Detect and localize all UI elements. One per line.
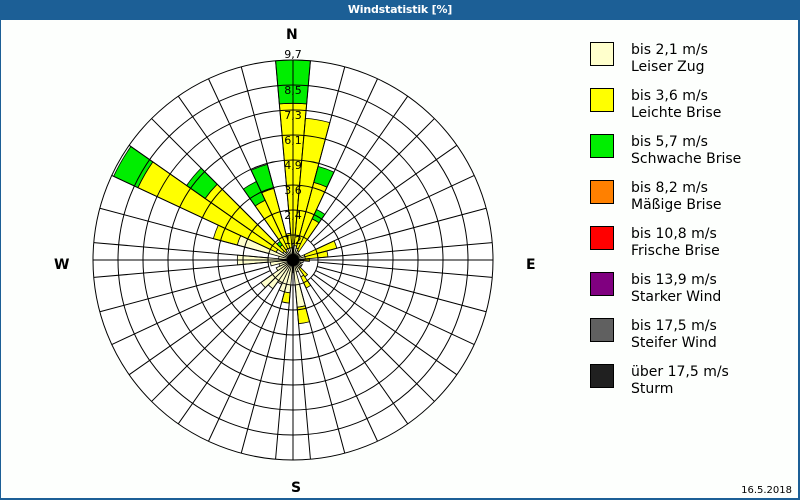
compass-south-label: S: [291, 480, 302, 496]
legend-swatch: [590, 272, 614, 296]
radial-tick-label: 8,5: [284, 84, 302, 97]
radial-tick-label: 4,9: [284, 159, 302, 172]
radial-tick-label: 7,3: [284, 109, 302, 122]
legend-range: bis 3,6 m/s: [631, 88, 708, 104]
legend-range: bis 17,5 m/s: [631, 318, 717, 334]
legend-label: Steifer Wind: [631, 335, 717, 351]
legend-range: über 17,5 m/s: [631, 364, 729, 380]
legend-label: Leiser Zug: [631, 59, 705, 75]
legend-swatch: [590, 364, 614, 388]
legend-swatch: [590, 134, 614, 158]
legend-swatch: [590, 88, 614, 112]
legend-swatch: [590, 318, 614, 342]
radial-tick-label: 6,1: [284, 134, 302, 147]
window-title: Windstatistik [%]: [0, 0, 800, 20]
legend-label: Leichte Brise: [631, 105, 722, 121]
radial-tick-label: 2,4: [284, 209, 302, 222]
wind-rose-chart: 1,2 2,4 3,6 4,9 6,1 7,3 8,5 9,7: [92, 48, 494, 461]
radial-tick-label: 9,7: [284, 48, 302, 61]
chart-panel: 1,2 2,4 3,6 4,9 6,1 7,3 8,5 9,7 N E S W bis 2,1…: [1, 20, 798, 498]
legend-swatch: [590, 180, 614, 204]
radial-tick-label: 1,2: [284, 234, 302, 247]
compass-north-label: N: [286, 27, 298, 43]
legend-range: bis 13,9 m/s: [631, 272, 717, 288]
legend-swatch: [590, 42, 614, 66]
legend-label: Sturm: [631, 381, 674, 397]
date-label: 16.5.2018: [741, 485, 792, 496]
legend-label: Frische Brise: [631, 243, 720, 259]
compass-east-label: E: [526, 257, 536, 273]
legend-range: bis 2,1 m/s: [631, 42, 708, 58]
legend-range: bis 5,7 m/s: [631, 134, 708, 150]
legend-range: bis 8,2 m/s: [631, 180, 708, 196]
legend-range: bis 10,8 m/s: [631, 226, 717, 242]
legend-swatch: [590, 226, 614, 250]
legend-label: Schwache Brise: [631, 151, 742, 167]
radial-tick-label: 3,6: [284, 184, 302, 197]
legend-label: Starker Wind: [631, 289, 722, 305]
legend-label: Mäßige Brise: [631, 197, 722, 213]
compass-west-label: W: [54, 257, 70, 273]
